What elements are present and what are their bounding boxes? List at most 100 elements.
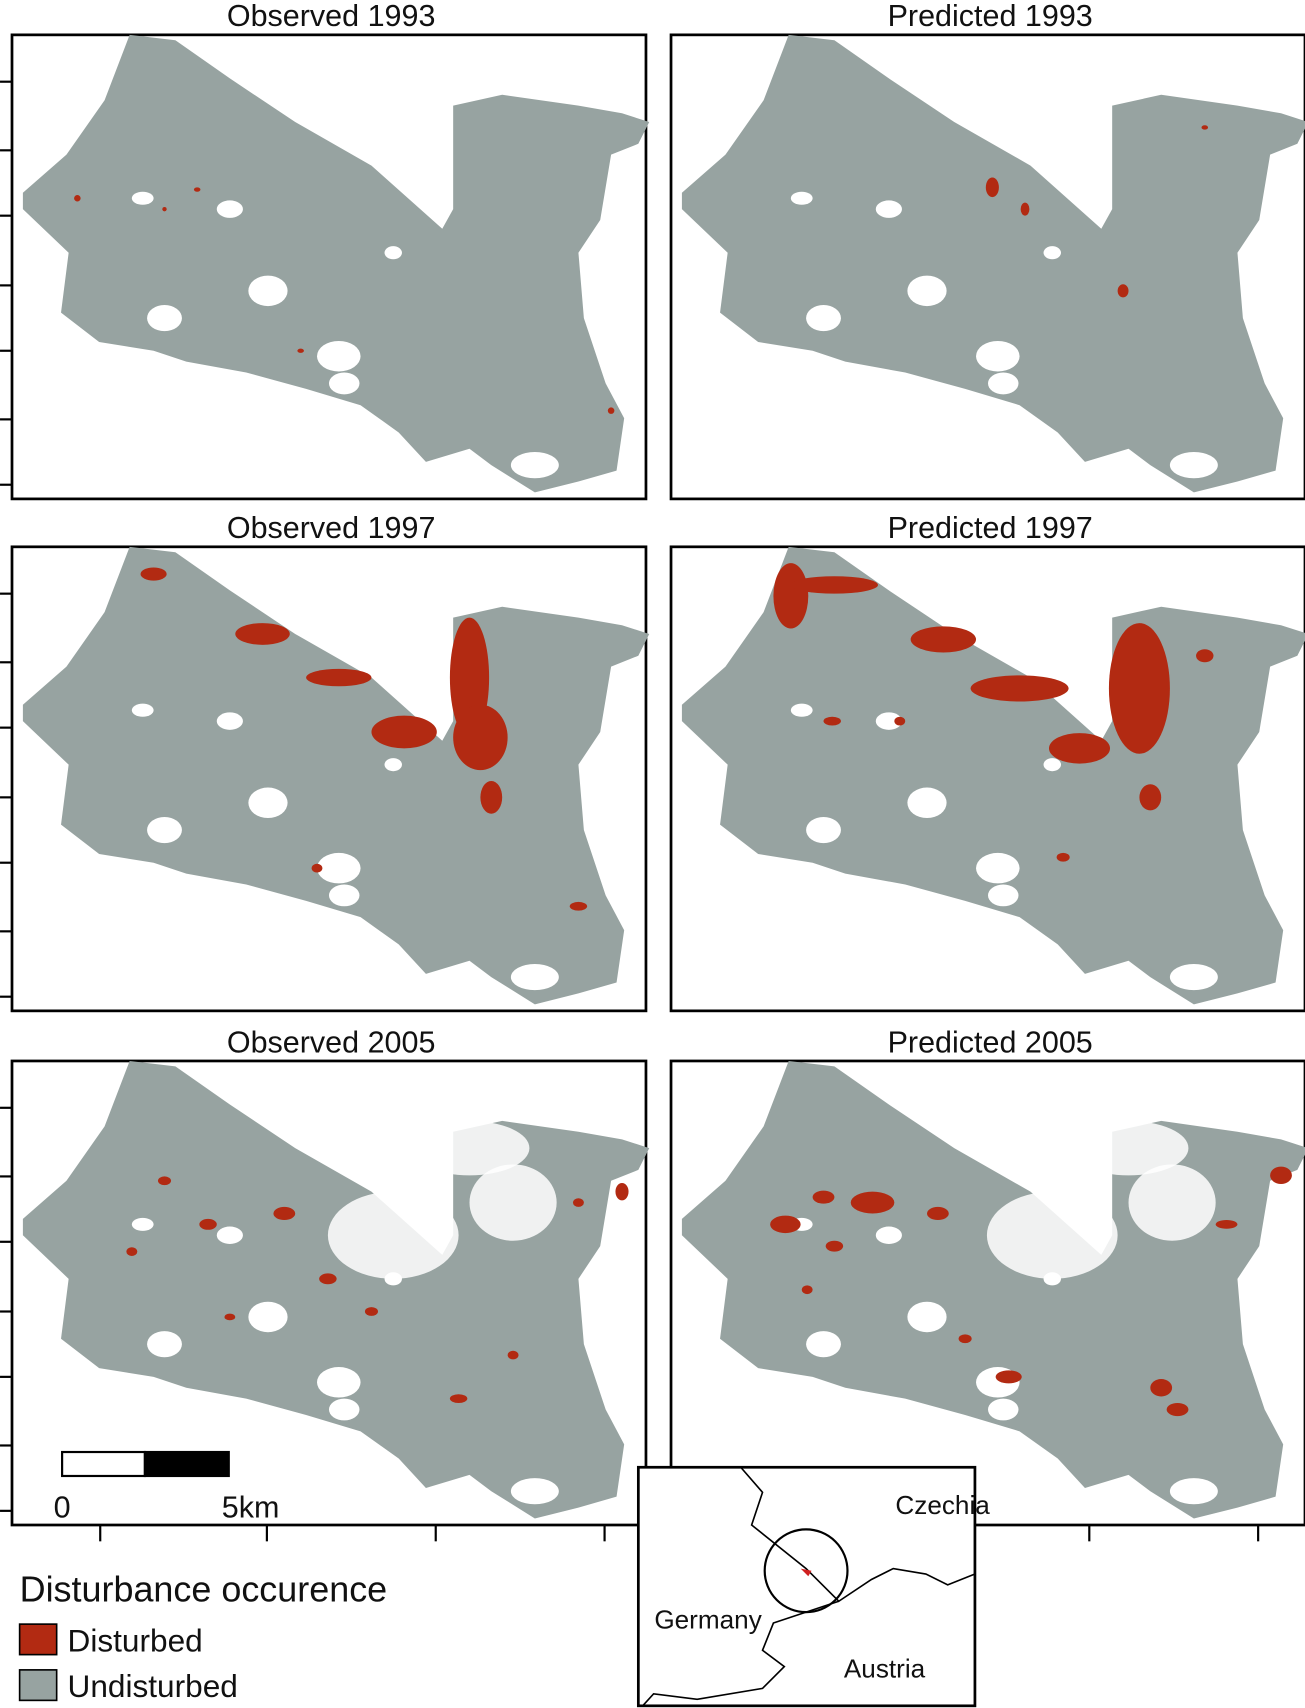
gap — [907, 275, 947, 307]
gap — [384, 1272, 402, 1286]
disturbed-area — [319, 1273, 337, 1285]
panel-title: Observed 1993 — [227, 0, 436, 33]
inset-label: Germany — [654, 1604, 762, 1634]
gap — [1128, 1164, 1216, 1241]
disturbed-area — [773, 563, 809, 629]
disturbed-area — [1139, 784, 1162, 811]
disturbed-area — [162, 206, 167, 212]
disturbed-area — [297, 348, 304, 353]
map-panel: Observed 1997 — [0, 511, 650, 1013]
disturbed-area — [894, 716, 906, 726]
gap — [510, 964, 559, 991]
scale-bar-black — [143, 1450, 230, 1478]
disturbed-area — [199, 1218, 217, 1230]
disturbed-area — [572, 1198, 584, 1207]
disturbed-area — [507, 1350, 519, 1360]
disturbed-area — [790, 576, 878, 594]
gap — [875, 200, 902, 218]
disturbed-area — [823, 716, 841, 726]
gap — [976, 852, 1020, 884]
gap — [384, 246, 402, 260]
disturbed-area — [311, 863, 323, 873]
legend-swatch — [18, 1623, 58, 1656]
disturbed-area — [224, 1313, 236, 1321]
legend-title: Disturbance occurence — [20, 1568, 388, 1609]
disturbed-area — [364, 1307, 378, 1316]
map-panel: Observed 2005 — [0, 1025, 650, 1527]
legend-swatch — [18, 1669, 58, 1702]
disturbed-area — [273, 1206, 296, 1220]
gap — [988, 372, 1019, 395]
gap — [806, 1331, 841, 1358]
disturbed-area — [140, 567, 167, 581]
disturbed-area — [1056, 852, 1070, 862]
gap — [875, 712, 902, 730]
disturbed-area — [607, 407, 615, 414]
disturbed-area — [970, 675, 1069, 702]
panel-title: Predicted 1997 — [888, 511, 1093, 545]
gap — [216, 712, 243, 730]
scale-bar-white — [61, 1450, 146, 1478]
gap — [875, 1226, 902, 1244]
disturbed-area — [569, 901, 588, 911]
disturbed-area — [126, 1247, 138, 1256]
disturbed-area — [995, 1370, 1022, 1384]
gap — [248, 275, 288, 307]
gap — [1169, 964, 1218, 991]
gap — [790, 703, 813, 717]
legend-label: Undisturbed — [68, 1668, 238, 1704]
disturbed-area — [1215, 1220, 1238, 1229]
legend-label: Disturbed — [68, 1622, 203, 1658]
disturbed-area — [1020, 202, 1030, 216]
disturbed-area — [850, 1191, 895, 1214]
disturbed-area — [927, 1206, 949, 1220]
disturbed-area — [157, 1176, 172, 1186]
disturbed-area — [615, 1182, 629, 1201]
disturbed-area — [770, 1215, 801, 1234]
gap — [907, 787, 947, 819]
gap — [384, 758, 402, 772]
disturbed-area — [449, 1394, 468, 1403]
x-ticks — [99, 1524, 1260, 1542]
disturbed-area — [74, 194, 81, 202]
gap — [510, 452, 559, 479]
inset-label: Czechia — [895, 1490, 990, 1520]
map-panel: Observed 1993 — [0, 0, 650, 501]
gap — [806, 305, 841, 332]
gap — [510, 1478, 559, 1505]
gap — [469, 1164, 557, 1241]
disturbed-area — [825, 1240, 844, 1252]
gap — [1043, 246, 1061, 260]
gap — [131, 191, 154, 205]
disturbed-area — [235, 623, 290, 645]
disturbed-area — [1117, 284, 1129, 298]
gap — [790, 191, 813, 205]
panel-title: Observed 1997 — [227, 511, 436, 545]
panel-title: Predicted 1993 — [888, 0, 1093, 33]
gap — [216, 200, 243, 218]
gap — [216, 1226, 243, 1244]
scale-start: 0 — [54, 1490, 71, 1524]
gap — [317, 1367, 361, 1398]
gap — [1169, 1478, 1218, 1505]
disturbed-area — [371, 715, 437, 749]
disturbed-area — [910, 626, 977, 653]
gap — [986, 1191, 1118, 1279]
disturbed-area — [1270, 1166, 1292, 1185]
gap — [248, 1301, 288, 1333]
map-panel: Predicted 1993 — [669, 0, 1305, 501]
panel-title: Predicted 2005 — [888, 1025, 1093, 1059]
map-panel: Predicted 2005 — [669, 1025, 1305, 1527]
gap — [327, 1191, 459, 1279]
gap — [1169, 452, 1218, 479]
gap — [248, 787, 288, 819]
disturbed-area — [1049, 733, 1110, 764]
gap — [1043, 1272, 1061, 1286]
scale-end: 5km — [222, 1490, 280, 1524]
disturbed-area — [453, 704, 508, 771]
disturbed-area — [480, 781, 503, 814]
gap — [328, 884, 360, 907]
map-panel: Predicted 1997 — [669, 511, 1305, 1013]
